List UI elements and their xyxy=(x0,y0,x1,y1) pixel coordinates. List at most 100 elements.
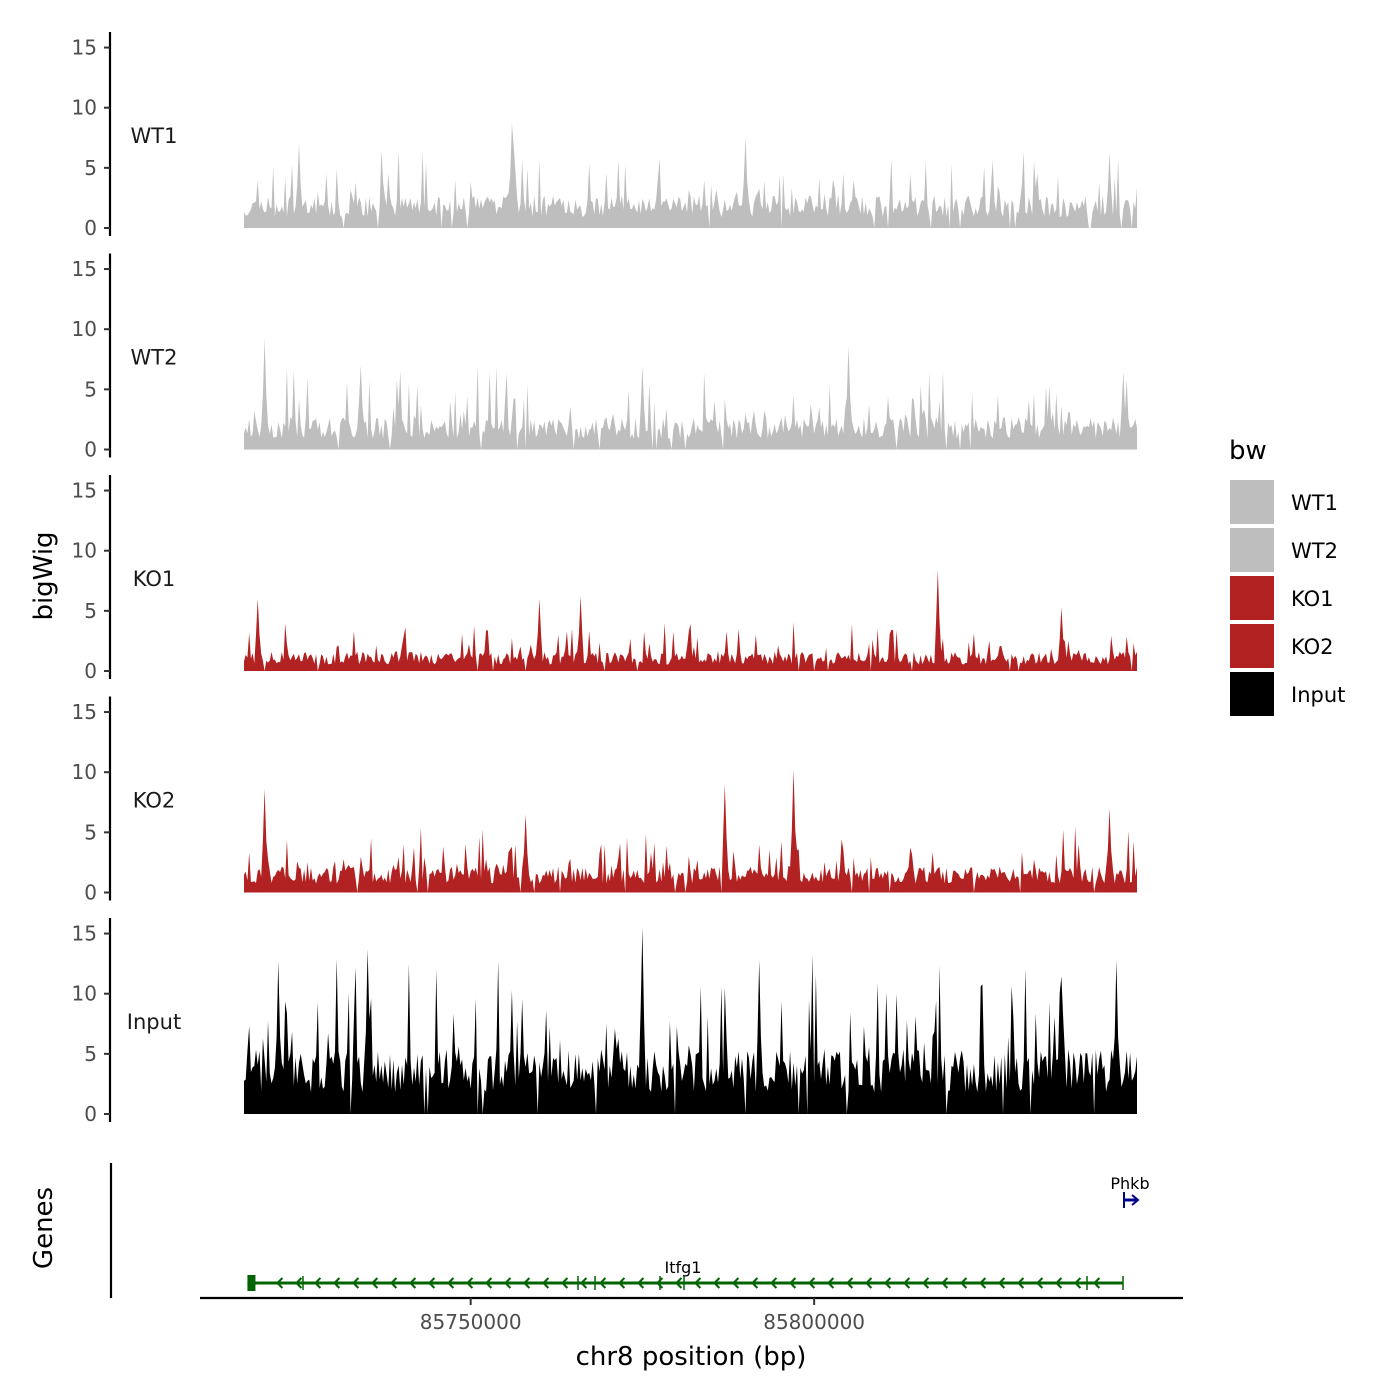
legend-item: KO2 xyxy=(1230,624,1334,668)
track-label: WT2 xyxy=(131,346,178,370)
gene-exon xyxy=(247,1275,256,1291)
strand-arrow xyxy=(903,1277,911,1289)
y-tick-label: 10 xyxy=(72,96,97,120)
x-axis-title: chr8 position (bp) xyxy=(576,1342,807,1372)
legend-swatch xyxy=(1230,528,1274,572)
legend-item: Input xyxy=(1230,672,1345,716)
legend: bw WT1 WT2 KO1 KO2 Input xyxy=(1229,436,1345,716)
strand-arrow xyxy=(1055,1277,1063,1289)
x-axis: 85750000 85800000 chr8 position (bp) xyxy=(200,1296,1183,1372)
track-ko1: 0 5 10 15 KO1 xyxy=(72,475,1137,683)
y-tick-label: 5 xyxy=(84,599,97,623)
track-input: 0 5 10 15 Input xyxy=(72,918,1137,1126)
track-label: Input xyxy=(127,1010,181,1034)
y-tick-label: 10 xyxy=(72,982,97,1006)
y-tick-label: 0 xyxy=(84,216,97,240)
strand-arrow xyxy=(314,1277,322,1289)
strand-arrow xyxy=(713,1277,721,1289)
strand-arrow xyxy=(827,1277,835,1289)
legend-item: WT2 xyxy=(1230,528,1338,572)
y-tick-label: 15 xyxy=(72,922,97,946)
strand-arrow xyxy=(1131,1194,1140,1206)
strand-arrow xyxy=(675,1277,683,1289)
legend-item: KO1 xyxy=(1230,576,1334,620)
strand-arrow xyxy=(979,1277,987,1289)
strand-arrow xyxy=(618,1277,626,1289)
legend-label: WT2 xyxy=(1291,539,1338,563)
track-label: KO2 xyxy=(133,789,176,813)
strand-arrow xyxy=(884,1277,892,1289)
strand-arrow xyxy=(599,1277,607,1289)
y-tick-label: 5 xyxy=(84,377,97,401)
x-ticks: 85750000 85800000 xyxy=(420,1298,865,1334)
strand-arrow xyxy=(732,1277,740,1289)
strand-arrow xyxy=(846,1277,854,1289)
strand-arrow xyxy=(789,1277,797,1289)
strand-arrow xyxy=(447,1277,455,1289)
legend-swatch xyxy=(1230,480,1274,524)
coverage-tracks: 0 5 10 15 WT1 0 5 10 15 WT2 0 5 10 15 KO1 0 5 10 15 KO2 0 5 10… xyxy=(72,32,1137,1126)
strand-arrow xyxy=(1036,1277,1044,1289)
x-tick-label: 85750000 xyxy=(420,1310,522,1334)
strand-arrow xyxy=(751,1277,759,1289)
strand-arrow xyxy=(276,1277,284,1289)
strand-arrow xyxy=(504,1277,512,1289)
legend-label: KO1 xyxy=(1291,587,1334,611)
coverage-area-ko2 xyxy=(244,769,1137,893)
y-tick-label: 0 xyxy=(84,881,97,905)
coverage-area-input xyxy=(244,927,1137,1114)
legend-swatch xyxy=(1230,576,1274,620)
legend-items: WT1 WT2 KO1 KO2 Input xyxy=(1230,480,1345,716)
y-tick-label: 10 xyxy=(72,317,97,341)
strand-arrow xyxy=(808,1277,816,1289)
strand-arrow xyxy=(637,1277,645,1289)
y-tick-label: 15 xyxy=(72,700,97,724)
strand-arrow xyxy=(656,1277,664,1289)
gene-phkb: Phkb xyxy=(1110,1174,1150,1208)
track-ko2: 0 5 10 15 KO2 xyxy=(72,696,1137,905)
track-wt1: 0 5 10 15 WT1 xyxy=(72,32,1137,240)
strand-arrow xyxy=(922,1277,930,1289)
legend-title: bw xyxy=(1229,436,1267,466)
strand-arrow xyxy=(694,1277,702,1289)
strand-arrow xyxy=(466,1277,474,1289)
y-tick-label: 0 xyxy=(84,659,97,683)
strand-arrow xyxy=(542,1277,550,1289)
y-tick-label: 15 xyxy=(72,479,97,503)
track-label: WT1 xyxy=(131,124,178,148)
gene-itfg1: Itfg1 xyxy=(247,1258,1124,1291)
x-tick-label: 85800000 xyxy=(763,1310,865,1334)
gene-label: Itfg1 xyxy=(665,1258,702,1277)
strand-arrow xyxy=(333,1277,341,1289)
y-tick-label: 15 xyxy=(72,36,97,60)
genes-panel: Genes Itfg1 Phkb xyxy=(29,1163,1150,1298)
strand-arrow xyxy=(998,1277,1006,1289)
y-tick-label: 5 xyxy=(84,820,97,844)
y-tick-label: 0 xyxy=(84,438,97,462)
strand-arrow xyxy=(485,1277,493,1289)
strand-arrow xyxy=(865,1277,873,1289)
y-tick-label: 5 xyxy=(84,1042,97,1066)
strand-arrow xyxy=(580,1277,588,1289)
strand-arrow xyxy=(561,1277,569,1289)
strand-arrow xyxy=(409,1277,417,1289)
y-tick-label: 0 xyxy=(84,1102,97,1126)
genes-axis-title: Genes xyxy=(29,1187,59,1269)
gene-models: Itfg1 Phkb xyxy=(247,1174,1150,1291)
legend-swatch xyxy=(1230,672,1274,716)
strand-arrow xyxy=(390,1277,398,1289)
strand-arrow xyxy=(960,1277,968,1289)
track-label: KO1 xyxy=(133,567,176,591)
y-tick-label: 10 xyxy=(72,539,97,563)
strand-arrow xyxy=(941,1277,949,1289)
strand-arrow xyxy=(428,1277,436,1289)
strand-arrow xyxy=(523,1277,531,1289)
strand-arrow xyxy=(1017,1277,1025,1289)
legend-item: WT1 xyxy=(1230,480,1338,524)
strand-arrow xyxy=(1093,1277,1101,1289)
gene-label: Phkb xyxy=(1110,1174,1149,1193)
track-wt2: 0 5 10 15 WT2 xyxy=(72,253,1137,462)
strand-arrow xyxy=(1074,1277,1082,1289)
y-axis-title: bigWig xyxy=(29,531,59,620)
